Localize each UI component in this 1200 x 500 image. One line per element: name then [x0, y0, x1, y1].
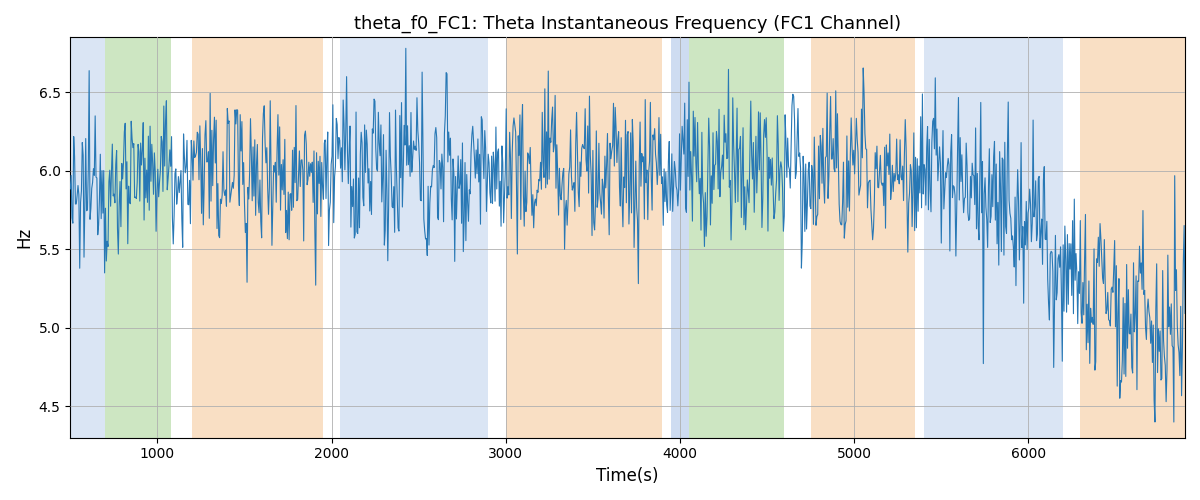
Bar — [671, 38, 689, 438]
Title: theta_f0_FC1: Theta Instantaneous Frequency (FC1 Channel): theta_f0_FC1: Theta Instantaneous Freque… — [354, 15, 901, 34]
Bar — [192, 38, 323, 438]
Bar — [106, 38, 172, 438]
Bar — [810, 38, 916, 438]
Bar — [505, 38, 662, 438]
Y-axis label: Hz: Hz — [16, 227, 34, 248]
X-axis label: Time(s): Time(s) — [596, 467, 659, 485]
Bar — [71, 38, 106, 438]
Bar — [689, 38, 785, 438]
Bar — [924, 38, 1063, 438]
Bar — [341, 38, 488, 438]
Bar — [1080, 38, 1186, 438]
